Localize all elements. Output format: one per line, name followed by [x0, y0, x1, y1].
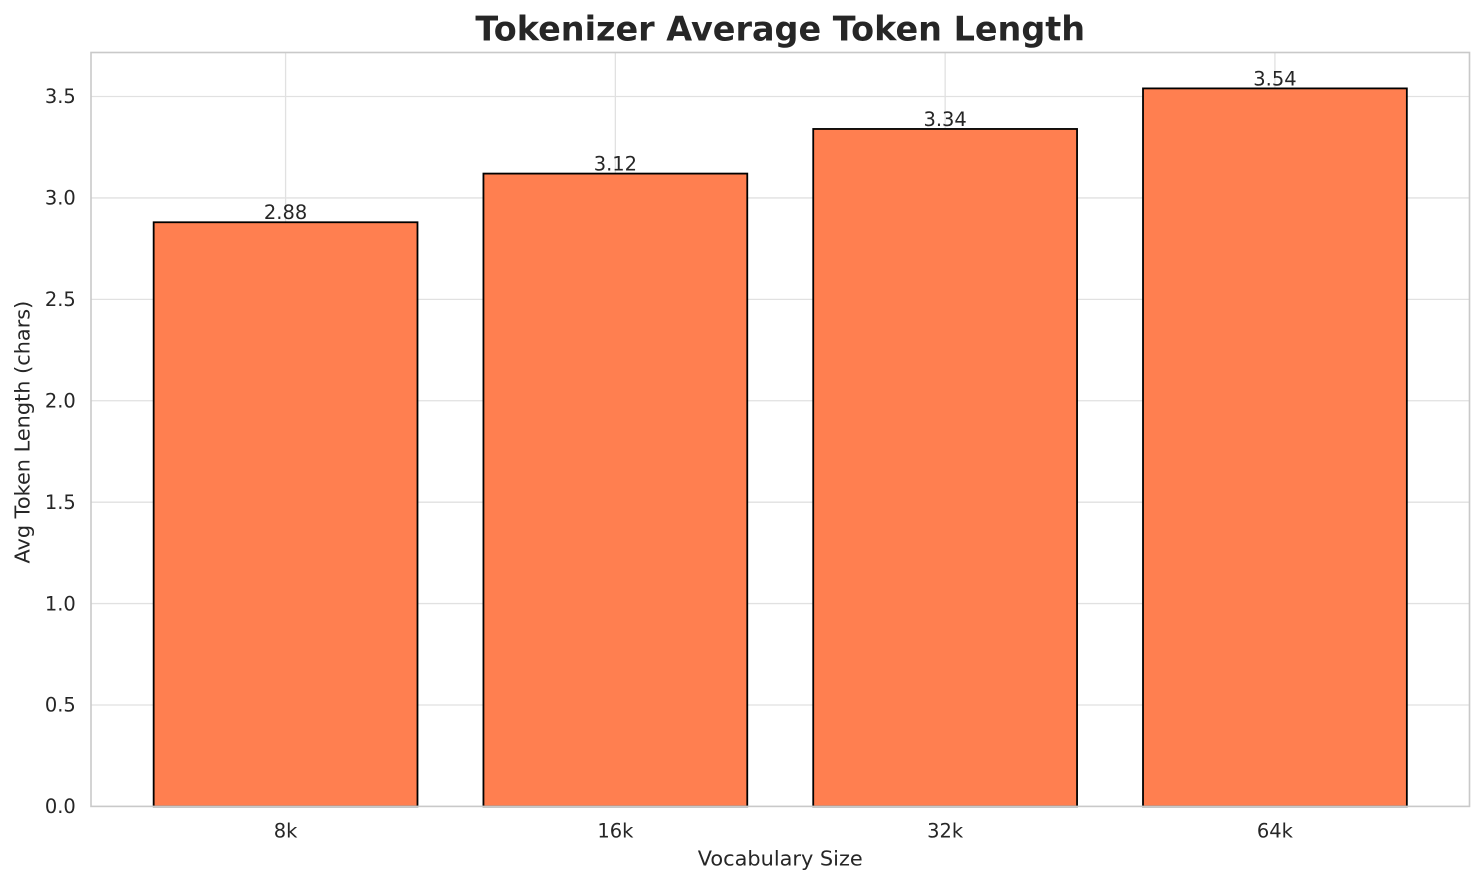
x-tick-label: 16k — [597, 820, 634, 843]
y-tick-label: 2.0 — [45, 389, 76, 412]
y-tick-label: 2.5 — [45, 288, 76, 311]
x-tick-label: 64k — [1257, 820, 1294, 843]
bar-value-label: 3.34 — [924, 108, 967, 131]
y-tick-label: 1.0 — [45, 592, 76, 615]
y-tick-label: 3.5 — [45, 85, 76, 108]
axes-border — [90, 51, 1471, 808]
bar-value-label: 3.12 — [594, 152, 637, 175]
bar-value-labels: 2.88 3.12 3.34 3.54 — [264, 67, 1297, 224]
y-axis-label: Avg Token Length (chars) — [11, 301, 35, 564]
y-tick-label: 1.5 — [45, 491, 76, 514]
bar-value-label: 3.54 — [1253, 67, 1296, 90]
y-tick-label: 0.0 — [45, 795, 76, 818]
bar-value-label: 2.88 — [264, 201, 307, 224]
x-axis-label: Vocabulary Size — [698, 846, 863, 870]
x-tick-label: 32k — [927, 820, 964, 843]
y-axis-tick-labels: 0.0 0.5 1.0 1.5 2.0 2.5 3.0 3.5 — [45, 85, 76, 818]
x-tick-label: 8k — [274, 820, 298, 843]
y-tick-label: 3.0 — [45, 187, 76, 210]
bar-series — [152, 87, 1408, 808]
bar — [482, 172, 749, 808]
bar — [812, 128, 1078, 808]
x-axis-tick-labels: 8k 16k 32k 64k — [274, 820, 1294, 843]
chart-title: Tokenizer Average Token Length — [475, 9, 1085, 48]
bar — [152, 221, 419, 808]
y-tick-label: 0.5 — [45, 694, 76, 717]
bar — [1142, 87, 1408, 808]
